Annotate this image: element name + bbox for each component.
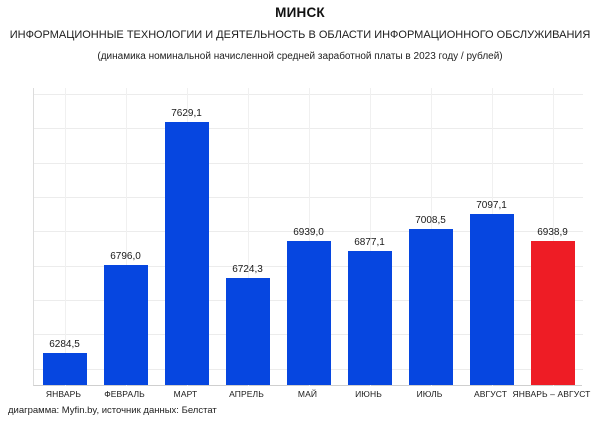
- source-credit: диаграмма: Myfin.by, источник данных: Бе…: [8, 405, 217, 416]
- x-axis-category-label: ЯНВАРЬ – АВГУСТ: [512, 389, 591, 399]
- x-axis-category-label: МАРТ: [173, 389, 198, 399]
- bar-chart-plot-area: 6284,5 6796,0 7629,1 6724,3 6939,0 6877,1 7008…: [33, 88, 583, 386]
- vertical-gridline: [125, 88, 127, 386]
- bar-value-label: 7097,1: [476, 200, 507, 211]
- bar-value-label: 6939,0: [293, 227, 324, 238]
- x-axis-category-label: АВГУСТ: [474, 389, 507, 399]
- bar: [164, 122, 209, 385]
- bar: [103, 265, 148, 385]
- bar-value-label: 7008,5: [415, 215, 446, 226]
- vertical-gridline: [308, 88, 310, 386]
- x-axis-category-label: АПРЕЛЬ: [229, 389, 264, 399]
- bar-highlight: [530, 241, 575, 385]
- bar: [286, 241, 331, 385]
- vertical-gridline: [247, 88, 249, 386]
- bar-value-label: 6724,3: [232, 264, 263, 275]
- bar-value-label: 6877,1: [354, 237, 385, 248]
- chart-subtitle: ИНФОРМАЦИОННЫЕ ТЕХНОЛОГИИ И ДЕЯТЕЛЬНОСТЬ…: [9, 29, 591, 41]
- chart-note: (динамика номинальной начисленной средне…: [97, 51, 503, 62]
- x-axis-category-label: МАЙ: [297, 389, 318, 399]
- x-axis-category-label: ИЮНЬ: [355, 389, 382, 399]
- vertical-gridline: [369, 88, 371, 386]
- bar-value-label: 6284,5: [49, 339, 80, 350]
- vertical-gridline: [552, 88, 554, 386]
- vertical-gridline: [64, 88, 66, 386]
- bar: [42, 353, 87, 385]
- bar-value-label: 7629,1: [171, 108, 202, 119]
- bar: [347, 251, 392, 385]
- bar-value-label: 6938,9: [537, 227, 568, 238]
- bar: [225, 278, 270, 385]
- bar: [469, 214, 514, 385]
- x-axis-category-label: ИЮЛЬ: [416, 389, 443, 399]
- bar-value-label: 6796,0: [110, 251, 141, 262]
- bar: [408, 229, 453, 385]
- x-axis-category-label: ФЕВРАЛЬ: [104, 389, 145, 399]
- chart-title: МИНСК: [275, 5, 325, 20]
- x-axis-category-label: ЯНВАРЬ: [45, 389, 82, 399]
